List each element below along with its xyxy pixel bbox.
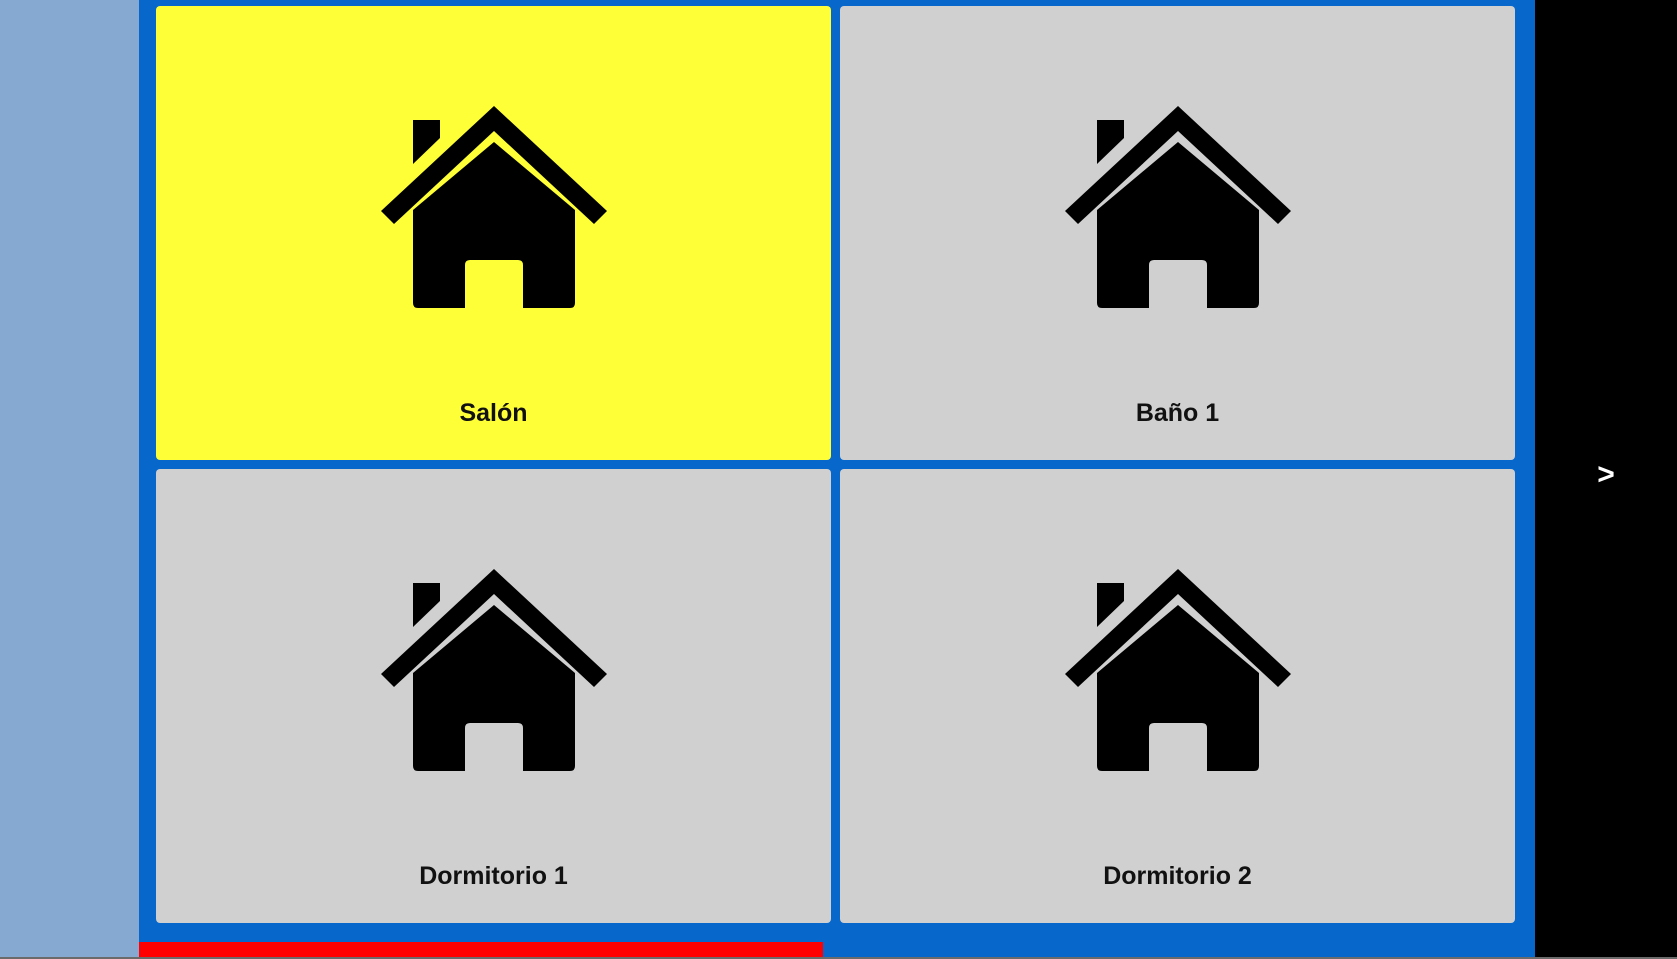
room-tile-dormitorio-2[interactable]: Dormitorio 2 <box>840 469 1515 923</box>
room-tile-label: Dormitorio 1 <box>419 862 568 890</box>
next-page-button[interactable]: > <box>1535 0 1677 957</box>
room-grid: Salón Baño 1 <box>156 6 1524 924</box>
house-icon <box>380 106 607 328</box>
room-selection-area: Salón Baño 1 <box>139 0 1535 957</box>
bottom-divider <box>0 957 1677 959</box>
next-arrow-label: > <box>1597 458 1615 491</box>
room-tile-label: Baño 1 <box>1135 399 1220 427</box>
house-icon <box>1064 569 1291 791</box>
room-tile-salon[interactable]: Salón <box>156 6 831 460</box>
room-tile-label: Dormitorio 2 <box>1103 862 1252 890</box>
house-icon <box>380 569 607 791</box>
room-tile-dormitorio-1[interactable]: Dormitorio 1 <box>156 469 831 923</box>
house-icon <box>1064 106 1291 328</box>
room-tile-bano-1[interactable]: Baño 1 <box>840 6 1515 460</box>
left-panel <box>0 0 139 957</box>
room-tile-label: Salón <box>459 399 528 427</box>
progress-bar <box>139 942 823 957</box>
